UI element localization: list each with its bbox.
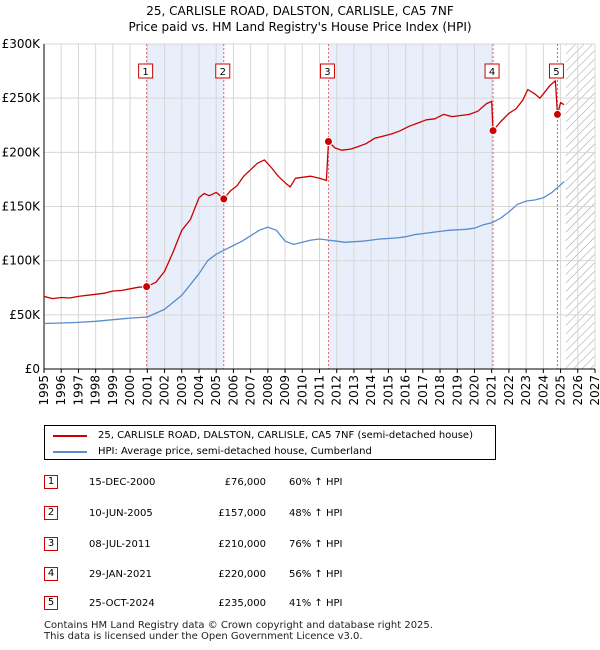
x-tick-label: 1995 xyxy=(37,375,51,406)
sale-label-box xyxy=(484,63,500,79)
y-tick-label: £150K xyxy=(2,200,42,214)
x-tick-label: 2022 xyxy=(502,375,516,406)
x-tick-label: 2013 xyxy=(347,375,361,406)
y-tick-label: £250K xyxy=(2,91,42,105)
x-tick-label: 2001 xyxy=(140,375,154,406)
legend-swatch-red xyxy=(53,435,87,437)
hpi-line xyxy=(44,181,565,325)
x-tick-label: 2005 xyxy=(209,375,223,406)
y-tick-label: £0 xyxy=(25,362,40,376)
x-tick-label: 1999 xyxy=(106,375,120,406)
x-tick-label: 2007 xyxy=(244,375,258,406)
transaction-price: £210,000 xyxy=(218,539,266,550)
sale-label-number: 1 xyxy=(142,67,148,78)
x-tick-label: 2014 xyxy=(364,375,378,406)
transaction-date: 29-JAN-2021 xyxy=(89,569,153,580)
transaction-number: 4 xyxy=(44,567,58,581)
x-tick-label: 2008 xyxy=(261,375,275,406)
legend-label-property: 25, CARLISLE ROAD, DALSTON, CARLISLE, CA… xyxy=(98,430,473,441)
y-tick-label: £200K xyxy=(2,145,42,159)
x-tick-label: 2026 xyxy=(571,375,585,406)
sale-label-number: 5 xyxy=(553,67,559,78)
transaction-number: 3 xyxy=(44,537,58,551)
transaction-hpi: 41% ↑ HPI xyxy=(289,598,343,609)
sale-point xyxy=(142,282,152,292)
sale-point xyxy=(219,194,229,204)
transaction-price: £157,000 xyxy=(218,508,266,519)
x-tick-label: 2011 xyxy=(313,375,327,406)
x-tick-label: 2023 xyxy=(519,375,533,406)
x-tick-label: 1996 xyxy=(54,375,68,406)
x-tick-label: 2004 xyxy=(192,375,206,406)
sale-point xyxy=(552,109,562,119)
y-tick-label: £100K xyxy=(2,254,42,268)
sale-label-box xyxy=(138,63,154,79)
x-tick-label: 2006 xyxy=(226,375,240,406)
transaction-price: £235,000 xyxy=(218,598,266,609)
x-tick-label: 2019 xyxy=(450,375,464,406)
transaction-number: 1 xyxy=(44,475,58,489)
sale-label-box xyxy=(215,63,231,79)
legend-label-hpi: HPI: Average price, semi-detached house,… xyxy=(98,446,372,457)
x-tick-label: 2021 xyxy=(485,375,499,406)
transaction-date: 25-OCT-2024 xyxy=(89,598,155,609)
transaction-hpi: 48% ↑ HPI xyxy=(289,508,343,519)
x-tick-label: 2002 xyxy=(158,375,172,406)
x-tick-label: 2000 xyxy=(123,375,137,406)
x-tick-label: 1998 xyxy=(89,375,103,406)
x-tick-label: 2015 xyxy=(381,375,395,406)
transaction-number: 2 xyxy=(44,506,58,520)
x-tick-label: 2016 xyxy=(399,375,413,406)
y-tick-label: £50K xyxy=(9,308,41,322)
chart-title: 25, CARLISLE ROAD, DALSTON, CARLISLE, CA… xyxy=(146,4,454,18)
transaction-number: 5 xyxy=(44,596,58,610)
chart-subtitle: Price paid vs. HM Land Registry's House … xyxy=(128,20,472,34)
transaction-date: 08-JUL-2011 xyxy=(89,539,151,550)
sale-label-number: 3 xyxy=(324,67,330,78)
legend: 25, CARLISLE ROAD, DALSTON, CARLISLE, CA… xyxy=(44,425,496,460)
transaction-hpi: 56% ↑ HPI xyxy=(289,569,343,580)
x-tick-label: 1997 xyxy=(71,375,85,406)
x-tick-label: 2010 xyxy=(295,375,309,406)
y-tick-label: £300K xyxy=(2,37,42,51)
footer-copyright: Contains HM Land Registry data © Crown c… xyxy=(44,620,433,631)
sale-label-box xyxy=(548,63,564,79)
x-tick-label: 2009 xyxy=(278,375,292,406)
sale-label-number: 2 xyxy=(220,67,226,78)
transaction-date: 10-JUN-2005 xyxy=(89,508,153,519)
x-tick-label: 2017 xyxy=(416,375,430,406)
x-tick-label: 2018 xyxy=(433,375,447,406)
transaction-hpi: 76% ↑ HPI xyxy=(289,539,343,550)
x-tick-label: 2003 xyxy=(175,375,189,406)
sale-point xyxy=(488,126,498,136)
sale-label-box xyxy=(319,63,335,79)
footer-licence: This data is licensed under the Open Gov… xyxy=(44,631,363,642)
sale-point xyxy=(323,137,333,146)
x-tick-label: 2012 xyxy=(330,375,344,406)
transaction-date: 15-DEC-2000 xyxy=(89,477,156,488)
x-tick-label: 2025 xyxy=(554,375,568,406)
x-tick-label: 2024 xyxy=(536,375,550,406)
legend-swatch-blue xyxy=(53,451,87,453)
transaction-price: £76,000 xyxy=(224,477,266,488)
x-tick-label: 2020 xyxy=(467,375,481,406)
transaction-price: £220,000 xyxy=(218,569,266,580)
transaction-hpi: 60% ↑ HPI xyxy=(289,477,343,488)
sale-label-number: 4 xyxy=(489,67,495,78)
x-tick-label: 2027 xyxy=(588,375,600,406)
